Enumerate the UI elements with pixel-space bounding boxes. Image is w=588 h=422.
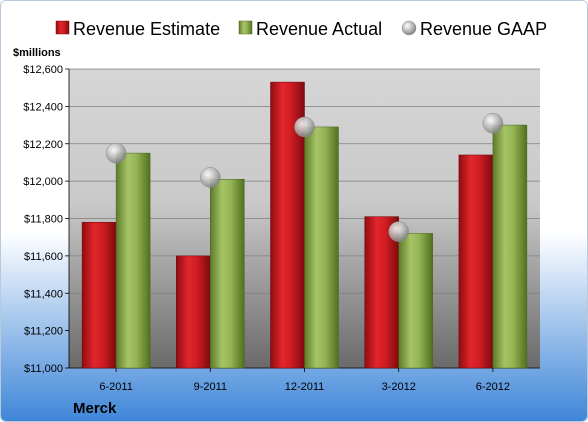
y-tick-label: $11,000 — [24, 363, 63, 375]
y-tick-label: $11,400 — [24, 288, 63, 300]
legend-swatch-gaap — [401, 20, 417, 36]
bar-revenue-actual — [398, 233, 433, 369]
legend: Revenue Estimate Revenue Actual Revenue … — [55, 19, 547, 39]
x-tick-label: 3-2012 — [382, 381, 416, 393]
marker-revenue-gaap — [388, 221, 409, 242]
legend-label-estimate: Revenue Estimate — [73, 19, 220, 39]
bar-revenue-actual — [210, 179, 245, 369]
y-tick-label: $12,000 — [23, 176, 63, 188]
bars — [81, 81, 528, 369]
bar-revenue-estimate — [176, 255, 211, 369]
y-tick-label: $12,200 — [23, 139, 63, 151]
y-axis-unit: $millions — [13, 47, 61, 59]
x-tick-label: 12-2011 — [285, 381, 325, 393]
bar-revenue-actual — [492, 124, 528, 369]
x-tick-label: 6-2011 — [99, 381, 132, 393]
bar-revenue-estimate — [364, 216, 399, 369]
y-tick-label: $11,600 — [24, 251, 63, 263]
bar-revenue-estimate — [458, 154, 494, 369]
x-axis-ticks: 6-2011 9-2011 12-2011 3-2012 6-2012 — [99, 368, 510, 393]
bar-revenue-actual — [304, 126, 339, 369]
x-tick-label: 9-2011 — [194, 381, 227, 393]
legend-label-actual: Revenue Actual — [256, 19, 382, 39]
legend-swatch-estimate — [55, 20, 70, 35]
y-tick-label: $12,600 — [23, 64, 63, 76]
y-tick-label: $11,800 — [24, 214, 63, 226]
bar-revenue-estimate — [81, 221, 117, 369]
marker-revenue-gaap — [294, 116, 315, 138]
company-name: Merck — [73, 400, 117, 417]
gaap-markers — [105, 112, 504, 242]
marker-revenue-gaap — [105, 142, 127, 164]
legend-swatch-actual — [238, 20, 253, 35]
bar-revenue-actual — [115, 152, 151, 369]
legend-label-gaap: Revenue GAAP — [420, 19, 547, 39]
marker-revenue-gaap — [200, 167, 221, 188]
y-tick-label: $12,400 — [23, 101, 63, 113]
y-tick-label: $11,200 — [24, 326, 63, 338]
x-tick-label: 6-2012 — [476, 381, 510, 393]
marker-revenue-gaap — [482, 112, 504, 134]
